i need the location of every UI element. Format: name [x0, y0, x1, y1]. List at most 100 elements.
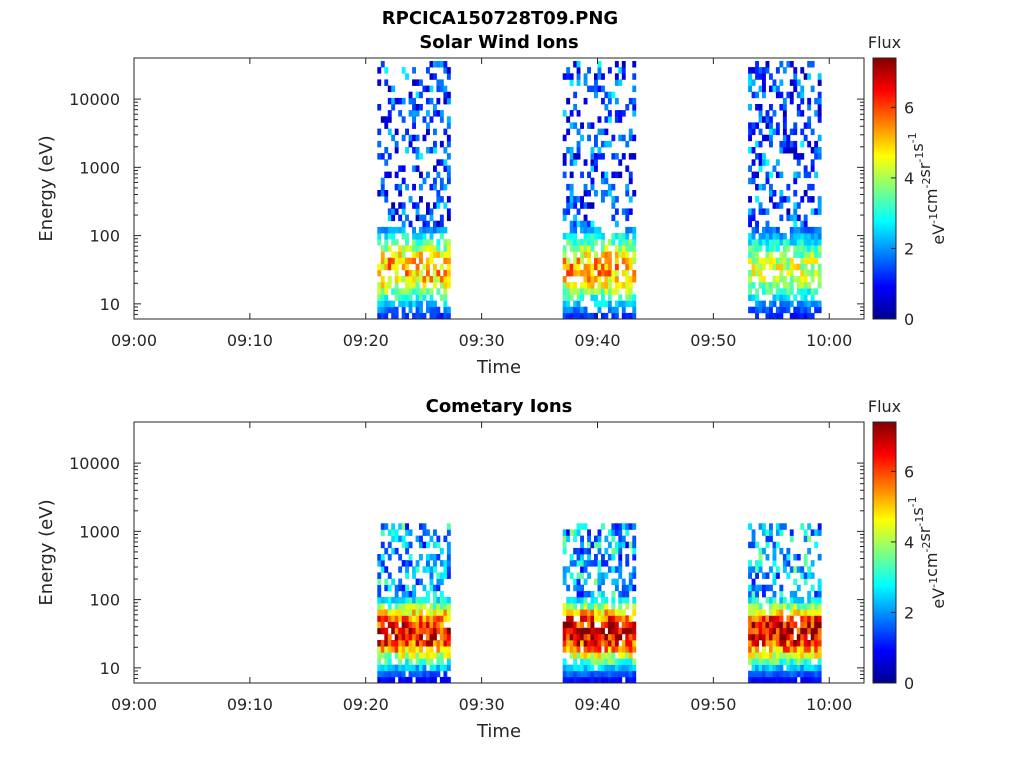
heatmap-cell: [632, 61, 637, 68]
heatmap-cell: [748, 572, 752, 579]
heatmap-cell: [814, 140, 819, 148]
heatmap-cell: [590, 627, 595, 635]
heatmap-cell: [580, 306, 584, 314]
heatmap-cell: [765, 535, 770, 543]
heatmap-cell: [587, 621, 591, 629]
heatmap-cell: [384, 239, 389, 246]
x-tick-label: 09:10: [227, 331, 273, 350]
heatmap-cell: [748, 122, 752, 129]
heatmap-cell: [419, 312, 423, 320]
heatmap-cell: [618, 159, 623, 166]
heatmap-cell: [569, 202, 574, 209]
heatmap-cell: [611, 603, 616, 610]
heatmap-cell: [604, 104, 609, 111]
heatmap-cell: [583, 652, 588, 659]
heatmap-cell: [401, 523, 406, 530]
heatmap-cell: [405, 609, 409, 616]
heatmap-cell: [775, 171, 780, 179]
heatmap-cell: [789, 91, 794, 99]
heatmap-cell: [384, 658, 389, 665]
heatmap-cell: [583, 73, 588, 80]
heatmap-cell: [607, 183, 612, 191]
heatmap-cell: [412, 116, 416, 123]
heatmap-cell: [607, 97, 612, 105]
heatmap-cell: [576, 196, 581, 203]
heatmap-cell: [569, 306, 574, 314]
heatmap-cell: [782, 116, 787, 123]
heatmap-cell: [597, 67, 602, 74]
heatmap-cell: [755, 633, 759, 641]
heatmap-cell: [762, 282, 766, 289]
heatmap-cell: [408, 294, 413, 301]
heatmap-cell: [628, 196, 633, 203]
heatmap-cell: [562, 208, 567, 215]
heatmap-cell: [408, 541, 413, 549]
heatmap-cell: [604, 633, 609, 641]
heatmap-cell: [625, 529, 630, 536]
heatmap-cell: [412, 122, 416, 129]
heatmap-cell: [748, 196, 752, 203]
heatmap-cell: [779, 597, 784, 604]
heatmap-cell: [580, 288, 584, 295]
heatmap-cell: [597, 85, 602, 93]
heatmap-cell: [810, 627, 815, 635]
heatmap-cell: [433, 251, 437, 258]
heatmap-cell: [796, 214, 801, 222]
heatmap-cell: [436, 306, 441, 314]
heatmap-cell: [590, 159, 595, 166]
heatmap-cell: [590, 226, 595, 234]
heatmap-cell: [800, 658, 805, 665]
heatmap-cell: [779, 640, 784, 647]
heatmap-cell: [789, 603, 794, 610]
heatmap-cell: [814, 226, 819, 234]
heatmap-cell: [573, 312, 578, 320]
heatmap-cell: [433, 541, 437, 549]
heatmap-cell: [398, 535, 403, 543]
heatmap-cell: [769, 523, 773, 530]
heatmap-cell: [628, 97, 633, 105]
heatmap-cell: [583, 183, 588, 191]
heatmap-cell: [800, 196, 805, 203]
heatmap-cell: [758, 664, 763, 672]
heatmap-cell: [601, 97, 605, 105]
heatmap-cell: [580, 547, 584, 555]
heatmap-cell: [569, 312, 574, 320]
heatmap-cell: [762, 523, 766, 530]
heatmap-cell: [429, 627, 434, 635]
heatmap-cell: [412, 597, 416, 604]
heatmap-cell: [758, 233, 763, 240]
heatmap-cell: [607, 609, 612, 616]
heatmap-cell: [384, 523, 389, 530]
heatmap-cell: [562, 670, 567, 678]
heatmap-cell: [604, 91, 609, 99]
heatmap-cell: [611, 276, 616, 283]
heatmap-cell: [751, 269, 756, 277]
heatmap-cell: [779, 676, 784, 684]
heatmap-cell: [800, 566, 805, 573]
heatmap-cell: [412, 566, 416, 573]
heatmap-cell: [439, 664, 444, 672]
y-axis-label: Energy (eV): [36, 135, 57, 241]
heatmap-cell: [405, 294, 409, 301]
heatmap-cell: [384, 159, 389, 166]
heatmap-cell: [380, 306, 385, 314]
heatmap-cell: [562, 535, 567, 543]
heatmap-cell: [614, 110, 619, 117]
heatmap-cell: [429, 257, 434, 265]
heatmap-cell: [394, 276, 399, 283]
heatmap-cell: [810, 61, 815, 68]
heatmap-cell: [814, 590, 819, 598]
heatmap-cell: [566, 183, 571, 191]
heatmap-cell: [429, 300, 434, 308]
heatmap-cell: [793, 73, 798, 80]
heatmap-cell: [587, 572, 591, 579]
heatmap-cell: [803, 578, 808, 586]
heatmap-cell: [632, 306, 637, 314]
heatmap-cell: [377, 652, 382, 659]
heatmap-cell: [796, 288, 801, 295]
heatmap-cell: [748, 627, 752, 635]
heatmap-cell: [807, 306, 812, 314]
heatmap-cell: [625, 300, 630, 308]
heatmap-cell: [618, 615, 623, 622]
heatmap-cell: [573, 233, 578, 240]
